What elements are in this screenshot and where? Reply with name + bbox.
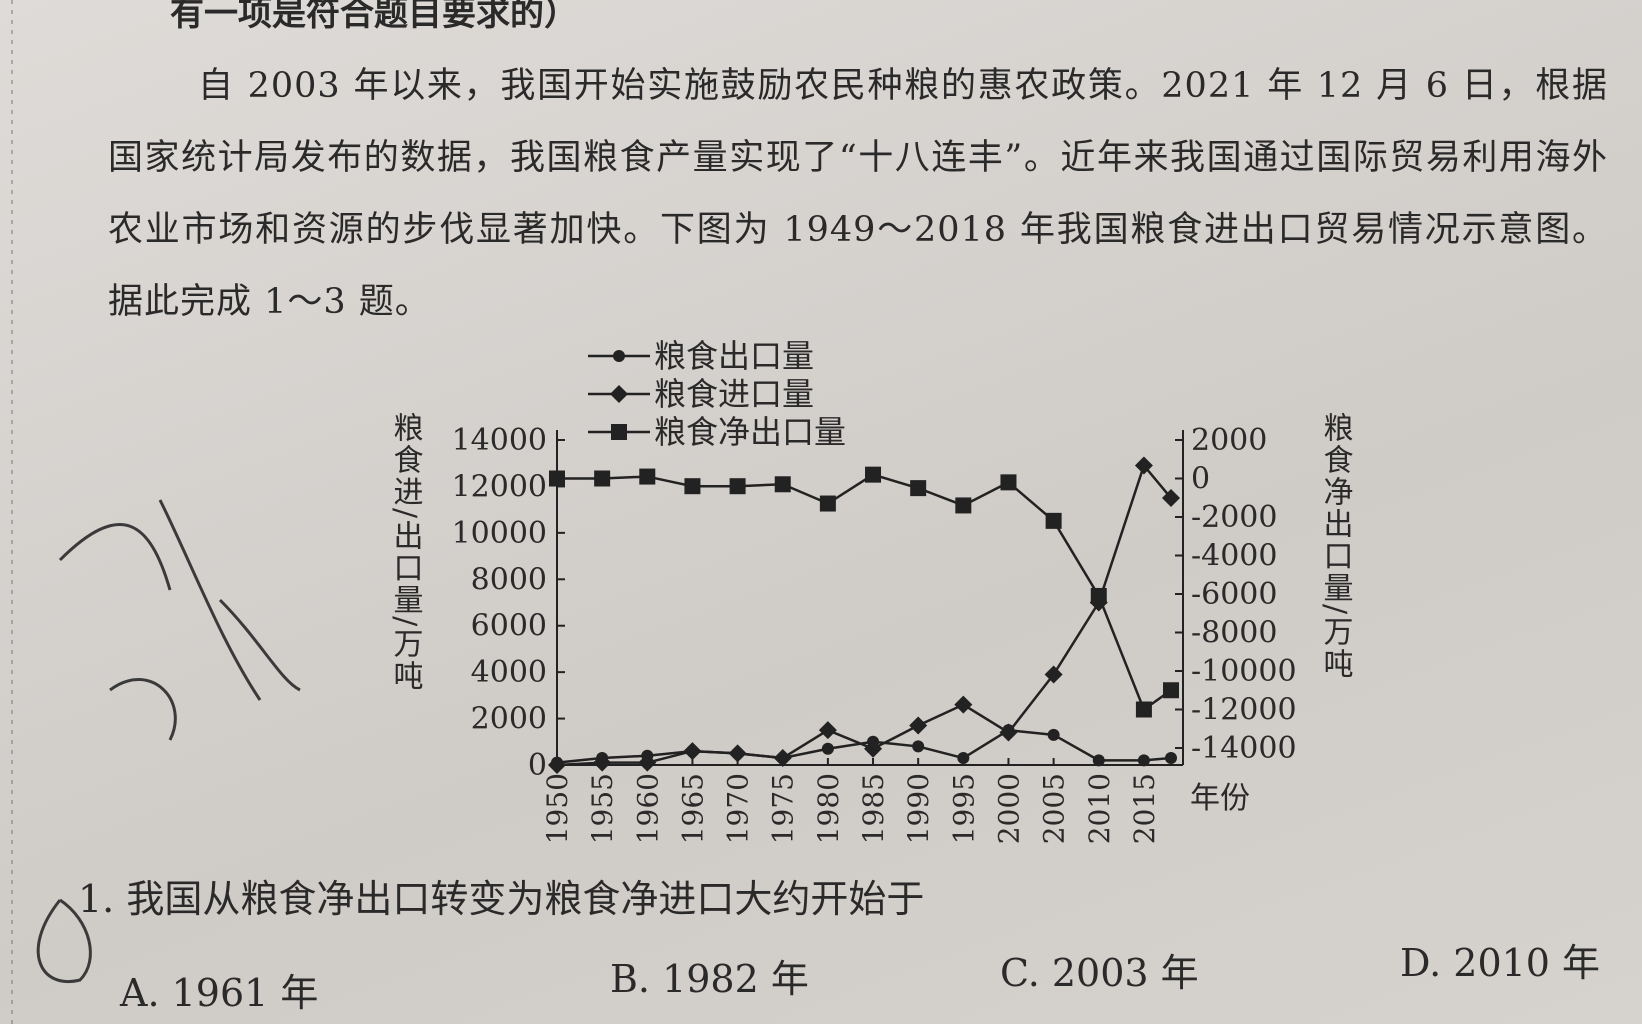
marker bbox=[864, 739, 883, 758]
y2-tick-label: -6000 bbox=[1191, 577, 1277, 612]
option[interactable]: C. 2003 年 bbox=[1000, 951, 1199, 995]
x-tick-label: 1950 bbox=[541, 773, 574, 844]
y2-tick-label: 0 bbox=[1191, 462, 1210, 497]
y2-tick-label: -14000 bbox=[1191, 731, 1297, 766]
marker bbox=[1000, 474, 1017, 491]
legend-label: 粮食进口量 bbox=[654, 375, 814, 413]
legend-label: 粮食出口量 bbox=[654, 337, 814, 375]
y2-tick-label: -10000 bbox=[1191, 654, 1297, 689]
option[interactable]: D. 2010 年 bbox=[1400, 941, 1601, 985]
x-tick-label: 1955 bbox=[586, 773, 619, 844]
marker bbox=[548, 756, 566, 774]
marker bbox=[954, 695, 973, 714]
marker bbox=[1135, 701, 1152, 718]
marker bbox=[818, 721, 837, 740]
marker bbox=[773, 749, 792, 768]
y2-axis-label: 粮食净出口量/万吨 bbox=[1318, 412, 1353, 680]
question: 1. 我国从粮食净出口转变为粮食净进口大约开始于 bbox=[78, 877, 925, 921]
marker bbox=[1137, 754, 1150, 767]
marker bbox=[1134, 456, 1153, 475]
legend-marker bbox=[613, 350, 625, 362]
marker bbox=[909, 716, 928, 735]
y2-tick-label: -8000 bbox=[1191, 616, 1277, 651]
marker bbox=[910, 480, 927, 497]
marker bbox=[1163, 682, 1179, 699]
y2-tick-label: -12000 bbox=[1191, 693, 1297, 728]
marker bbox=[593, 753, 612, 772]
y-tick-label: 0 bbox=[528, 748, 547, 783]
marker bbox=[594, 470, 611, 487]
x-axis-label: 年份 bbox=[1190, 781, 1250, 816]
legend-marker bbox=[610, 385, 628, 403]
marker bbox=[639, 468, 656, 485]
paragraph: 自 2003 年以来，我国开始实施鼓励农民种粮的惠农政策。2021 年 12 月… bbox=[108, 66, 1608, 322]
y-axis-label: 粮食进/出口量/万吨 bbox=[388, 412, 423, 692]
x-tick-label: 1965 bbox=[676, 773, 709, 844]
marker bbox=[957, 752, 970, 765]
y-tick-label: 6000 bbox=[471, 609, 547, 644]
handwriting bbox=[58, 499, 301, 741]
marker bbox=[774, 476, 791, 493]
marker bbox=[684, 478, 701, 495]
marker bbox=[683, 742, 702, 761]
x-tick-label: 1980 bbox=[812, 773, 845, 844]
series-line bbox=[557, 473, 1172, 712]
y2-tick-label: -4000 bbox=[1191, 539, 1277, 574]
marker bbox=[865, 466, 882, 483]
x-tick-label: 1985 bbox=[857, 773, 890, 844]
marker bbox=[1044, 665, 1063, 684]
marker bbox=[549, 470, 565, 487]
x-tick-label: 2005 bbox=[1038, 773, 1071, 844]
marker bbox=[1047, 728, 1060, 741]
x-tick-label: 1960 bbox=[631, 773, 664, 844]
option[interactable]: B. 1982 年 bbox=[610, 957, 809, 1001]
series-line bbox=[556, 463, 1172, 767]
marker bbox=[819, 495, 836, 512]
x-tick-label: 1990 bbox=[902, 773, 935, 844]
x-tick-label: 2015 bbox=[1128, 773, 1161, 844]
marker bbox=[728, 744, 747, 763]
y2-tick-label: -2000 bbox=[1191, 500, 1277, 535]
marker bbox=[638, 753, 657, 772]
y-tick-label: 14000 bbox=[452, 423, 547, 458]
marker bbox=[1045, 512, 1062, 529]
x-tick-label: 1975 bbox=[767, 773, 800, 844]
marker bbox=[999, 723, 1018, 742]
marker bbox=[955, 497, 972, 514]
handwriting bbox=[36, 898, 92, 983]
legend-label: 粮食净出口量 bbox=[654, 413, 846, 451]
marker bbox=[1162, 489, 1180, 508]
y-tick-label: 4000 bbox=[471, 655, 547, 690]
y-tick-label: 12000 bbox=[452, 469, 547, 504]
marker bbox=[1090, 587, 1107, 604]
y-tick-label: 10000 bbox=[452, 516, 547, 551]
y-tick-label: 2000 bbox=[471, 702, 547, 737]
marker bbox=[1092, 754, 1105, 767]
header: 有一项是符合题目要求的） bbox=[170, 0, 578, 34]
y2-tick-label: 2000 bbox=[1191, 423, 1267, 458]
marker bbox=[1165, 752, 1177, 765]
x-tick-label: 1970 bbox=[722, 773, 755, 844]
x-tick-label: 1995 bbox=[947, 773, 980, 844]
x-tick-label: 2000 bbox=[992, 773, 1025, 844]
x-tick-label: 2010 bbox=[1083, 773, 1116, 844]
marker bbox=[821, 742, 834, 755]
option[interactable]: A. 1961 年 bbox=[120, 971, 319, 1015]
marker bbox=[912, 740, 925, 753]
y-tick-label: 8000 bbox=[471, 562, 547, 597]
marker bbox=[729, 478, 746, 495]
legend-marker bbox=[611, 424, 627, 440]
